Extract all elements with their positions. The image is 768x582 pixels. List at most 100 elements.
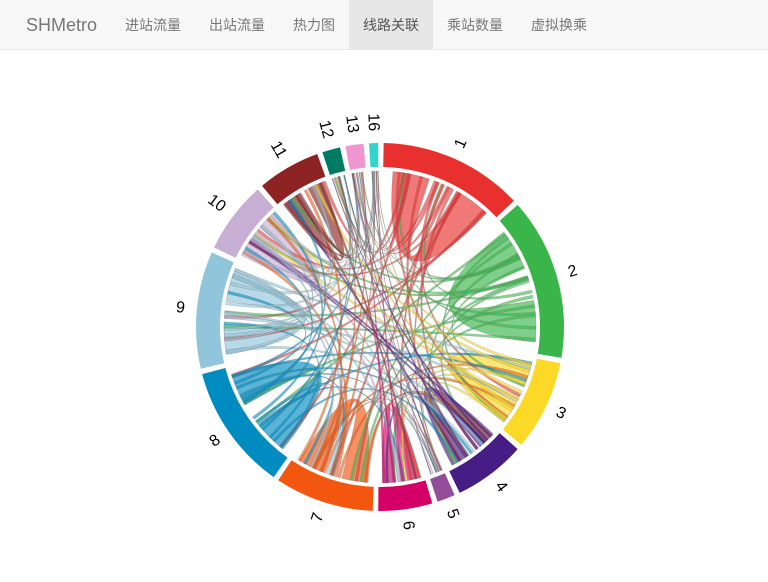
chord-ribbon bbox=[312, 171, 367, 470]
chord-group-arc-10[interactable] bbox=[214, 189, 274, 258]
chord-ribbon bbox=[242, 172, 359, 278]
chord-ribbon bbox=[359, 276, 530, 483]
chord-ribbon bbox=[248, 239, 487, 445]
chord-ribbon bbox=[241, 198, 327, 403]
chord-group-arc-3[interactable] bbox=[502, 358, 561, 445]
chord-ribbon bbox=[343, 170, 374, 251]
chord-ribbon bbox=[231, 274, 335, 469]
chord-ribbon bbox=[243, 304, 536, 406]
chord-group-label-13: 13 bbox=[342, 114, 361, 134]
chord-ribbon bbox=[371, 170, 479, 451]
chord-ribbon bbox=[313, 183, 531, 374]
top-navbar: SHMetro 进站流量 出站流量 热力图 线路关联 乘站数量 虚拟换乘 bbox=[0, 0, 768, 50]
chord-ribbon bbox=[329, 170, 376, 476]
chord-ribbon bbox=[421, 294, 534, 473]
chord-group-arc-5[interactable] bbox=[430, 473, 455, 502]
nav-item-heatmap[interactable]: 热力图 bbox=[279, 0, 349, 50]
chord-ribbon bbox=[331, 178, 489, 442]
chord-ribbon-self-1 bbox=[391, 171, 487, 262]
chord-ribbon bbox=[239, 372, 438, 473]
chord-group-arc-16[interactable] bbox=[369, 143, 379, 168]
chord-group-label-1: 1 bbox=[451, 136, 470, 151]
chord-ribbon bbox=[257, 386, 405, 482]
chord-group-arc-1[interactable] bbox=[383, 143, 514, 218]
chord-group-label-6: 6 bbox=[399, 520, 417, 531]
chord-ribbon bbox=[337, 172, 367, 251]
nav-link-line-relation[interactable]: 线路关联 bbox=[349, 0, 433, 50]
chord-group-label-3: 3 bbox=[553, 404, 568, 423]
chord-ribbon bbox=[353, 172, 533, 367]
chord-group-arc-2[interactable] bbox=[499, 204, 564, 358]
chord-ribbon bbox=[286, 199, 462, 463]
chord-ribbon bbox=[349, 241, 514, 481]
chord-ribbon bbox=[256, 180, 438, 270]
chord-ribbon bbox=[250, 237, 493, 438]
nav-item-line-relation[interactable]: 线路关联 bbox=[349, 0, 433, 50]
nav-link-inbound-flow[interactable]: 进站流量 bbox=[125, 17, 181, 33]
nav-link-station-count[interactable]: 乘站数量 bbox=[447, 17, 503, 33]
chord-ribbon bbox=[356, 170, 375, 250]
chord-ribbon bbox=[377, 170, 405, 482]
chord-ribbon bbox=[361, 171, 521, 281]
chord-ribbon bbox=[372, 170, 441, 472]
nav-item-virtual-transfer[interactable]: 虚拟换乘 bbox=[517, 0, 601, 50]
chord-ribbon bbox=[231, 274, 401, 483]
chord-group-label-10: 10 bbox=[204, 191, 229, 215]
chord-ribbon bbox=[258, 352, 533, 428]
chord-ribbon bbox=[242, 250, 348, 478]
nav-link-heatmap[interactable]: 热力图 bbox=[293, 17, 335, 33]
nav-menu: 进站流量 出站流量 热力图 线路关联 乘站数量 虚拟换乘 bbox=[111, 0, 601, 50]
chord-group-label-4: 4 bbox=[492, 478, 511, 495]
chord-ribbon bbox=[225, 172, 361, 308]
chord-group-arc-4[interactable] bbox=[449, 433, 518, 493]
chord-ribbon bbox=[294, 173, 360, 257]
chord-ribbon bbox=[224, 311, 485, 446]
chord-ribbon bbox=[252, 211, 324, 420]
chord-ribbon bbox=[322, 400, 422, 479]
chord-ribbon bbox=[335, 176, 508, 420]
chord-ribbon bbox=[231, 351, 528, 383]
chord-ribbon bbox=[231, 170, 376, 379]
chord-group-label-7: 7 bbox=[309, 511, 328, 525]
nav-item-station-count[interactable]: 乘站数量 bbox=[433, 0, 517, 50]
chord-group-label-16: 16 bbox=[364, 113, 382, 131]
chord-ribbon bbox=[375, 170, 515, 410]
chord-ribbon bbox=[272, 388, 460, 464]
chord-group-label-2: 2 bbox=[566, 262, 579, 281]
chord-ribbon bbox=[360, 171, 386, 484]
brand-link[interactable]: SHMetro bbox=[26, 15, 98, 35]
chord-group-arc-6[interactable] bbox=[378, 480, 433, 511]
chord-group-arc-7[interactable] bbox=[278, 460, 374, 511]
chord-group-label-11: 11 bbox=[267, 138, 290, 161]
chord-group-label-5: 5 bbox=[443, 507, 462, 522]
chord-ribbon bbox=[278, 173, 412, 449]
chord-ribbons bbox=[223, 170, 537, 484]
chord-group-arc-11[interactable] bbox=[261, 154, 326, 205]
chord-ribbon bbox=[354, 192, 462, 482]
chord-ribbon bbox=[312, 376, 516, 470]
chord-group-arc-12[interactable] bbox=[322, 147, 346, 176]
chord-ribbon bbox=[295, 193, 440, 472]
chord-ribbon bbox=[318, 182, 418, 480]
chord-ribbon bbox=[259, 224, 434, 475]
chord-ribbon bbox=[261, 173, 359, 432]
chord-ribbon bbox=[355, 172, 450, 254]
chord-group-arcs bbox=[196, 143, 564, 511]
chord-ribbon bbox=[229, 170, 374, 294]
chord-ribbon bbox=[283, 170, 377, 259]
chord-ribbon bbox=[334, 177, 440, 254]
nav-link-outbound-flow[interactable]: 出站流量 bbox=[209, 17, 265, 33]
nav-link-virtual-transfer[interactable]: 虚拟换乘 bbox=[531, 17, 587, 33]
chord-group-arc-8[interactable] bbox=[202, 367, 288, 478]
chord-group-arc-13[interactable] bbox=[345, 143, 366, 170]
chord-group-label-8: 8 bbox=[207, 431, 224, 450]
chord-group-label-9: 9 bbox=[175, 299, 186, 317]
nav-item-outbound-flow[interactable]: 出站流量 bbox=[195, 0, 279, 50]
chord-group-arc-9[interactable] bbox=[196, 252, 234, 369]
chord-group-label-12: 12 bbox=[315, 119, 336, 141]
chord-ribbon bbox=[223, 315, 519, 403]
chord-ribbon bbox=[377, 170, 537, 330]
nav-item-inbound-flow[interactable]: 进站流量 bbox=[111, 0, 195, 50]
chord-ribbon bbox=[318, 176, 356, 473]
